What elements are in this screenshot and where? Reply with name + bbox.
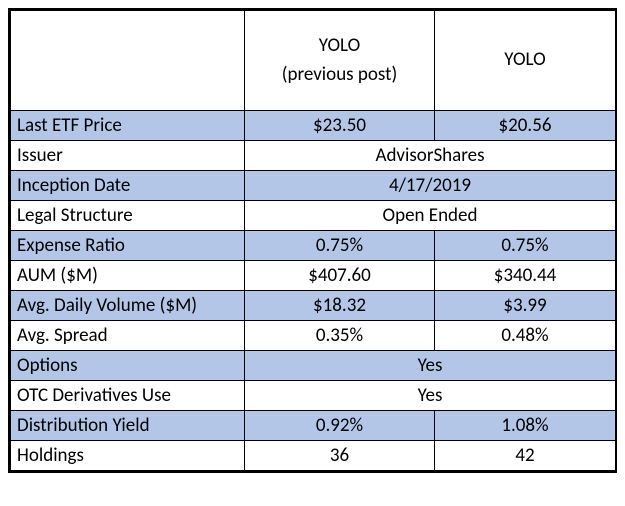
table-row: Holdings3642: [11, 441, 616, 471]
header-col-1-line1: YOLO: [319, 34, 360, 57]
row-value-1: $407.60: [245, 261, 435, 291]
row-value-merged: Yes: [245, 351, 616, 381]
table-row: Expense Ratio0.75%0.75%: [11, 231, 616, 261]
row-value-merged: AdvisorShares: [245, 141, 616, 171]
table-row: Legal StructureOpen Ended: [11, 201, 616, 231]
row-label: Holdings: [11, 441, 245, 471]
row-value-merged: 4/17/2019: [245, 171, 616, 201]
row-value-1: 0.35%: [245, 321, 435, 351]
row-label: Expense Ratio: [11, 231, 245, 261]
header-col-1-line2: (previous post): [282, 63, 398, 86]
row-label: Distribution Yield: [11, 411, 245, 441]
table-row: OptionsYes: [11, 351, 616, 381]
row-value-1: 0.92%: [245, 411, 435, 441]
row-value-2: 1.08%: [435, 411, 616, 441]
row-label: Avg. Spread: [11, 321, 245, 351]
header-col-2-text: YOLO: [504, 48, 545, 71]
header-col-1: YOLO (previous post): [245, 11, 435, 111]
table-row: Avg. Daily Volume ($M)$18.32$3.99: [11, 291, 616, 321]
table-row: AUM ($M)$407.60$340.44: [11, 261, 616, 291]
row-value-2: 0.75%: [435, 231, 616, 261]
row-label: Issuer: [11, 141, 245, 171]
header-col-2: YOLO: [435, 11, 616, 111]
row-label: AUM ($M): [11, 261, 245, 291]
row-value-1: 0.75%: [245, 231, 435, 261]
row-value-2: 42: [435, 441, 616, 471]
table-row: Inception Date4/17/2019: [11, 171, 616, 201]
table-row: Last ETF Price$23.50$20.56: [11, 111, 616, 141]
row-value-merged: Open Ended: [245, 201, 616, 231]
row-value-1: 36: [245, 441, 435, 471]
comparison-table: YOLO (previous post) YOLO Last ETF Price…: [10, 10, 616, 471]
row-label: Inception Date: [11, 171, 245, 201]
row-label: OTC Derivatives Use: [11, 381, 245, 411]
row-value-1: $23.50: [245, 111, 435, 141]
table-row: OTC Derivatives UseYes: [11, 381, 616, 411]
table-header-row: YOLO (previous post) YOLO: [11, 11, 616, 111]
row-value-1: $18.32: [245, 291, 435, 321]
table-row: Distribution Yield0.92%1.08%: [11, 411, 616, 441]
comparison-table-wrap: YOLO (previous post) YOLO Last ETF Price…: [8, 8, 617, 473]
row-label: Last ETF Price: [11, 111, 245, 141]
row-value-2: 0.48%: [435, 321, 616, 351]
row-label: Options: [11, 351, 245, 381]
table-body: Last ETF Price$23.50$20.56IssuerAdvisorS…: [11, 111, 616, 471]
row-label: Avg. Daily Volume ($M): [11, 291, 245, 321]
row-value-2: $340.44: [435, 261, 616, 291]
row-value-2: $20.56: [435, 111, 616, 141]
row-value-merged: Yes: [245, 381, 616, 411]
table-row: IssuerAdvisorShares: [11, 141, 616, 171]
table-row: Avg. Spread0.35%0.48%: [11, 321, 616, 351]
row-value-2: $3.99: [435, 291, 616, 321]
row-label: Legal Structure: [11, 201, 245, 231]
header-blank: [11, 11, 245, 111]
